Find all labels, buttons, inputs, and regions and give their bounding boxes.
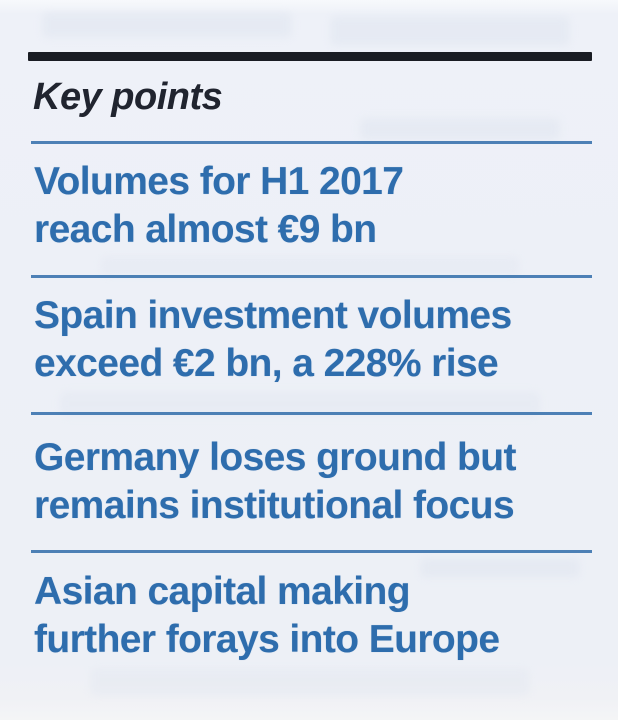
bleed-through-artifact: [330, 16, 570, 46]
panel-title: Key points: [33, 76, 223, 118]
key-point-line: exceed €2 bn, a 228% rise: [34, 342, 499, 385]
key-point-line: Asian capital making: [34, 570, 411, 613]
bleed-through-artifact: [360, 118, 560, 140]
top-divider-rule: [28, 52, 592, 61]
section-divider-rule: [31, 550, 592, 553]
section-divider-rule: [31, 275, 592, 278]
bleed-through-artifact: [100, 256, 520, 276]
bleed-through-artifact: [42, 12, 292, 38]
key-point-line: Germany loses ground but: [34, 436, 516, 479]
key-point-line: reach almost €9 bn: [34, 208, 377, 251]
section-divider-rule: [31, 412, 592, 415]
section-divider-rule: [31, 141, 592, 144]
key-point-line: remains institutional focus: [34, 484, 515, 527]
key-point-item: Spain investment volumes exceed €2 bn, a…: [34, 292, 606, 388]
key-point-line: further forays into Europe: [34, 618, 500, 661]
key-point-item: Volumes for H1 2017 reach almost €9 bn: [34, 158, 606, 254]
bleed-through-artifact: [90, 668, 530, 696]
key-point-item: Germany loses ground but remains institu…: [34, 434, 606, 530]
key-point-item: Asian capital making further forays into…: [34, 568, 606, 664]
key-point-line: Volumes for H1 2017: [34, 160, 404, 203]
key-point-line: Spain investment volumes: [34, 294, 512, 337]
